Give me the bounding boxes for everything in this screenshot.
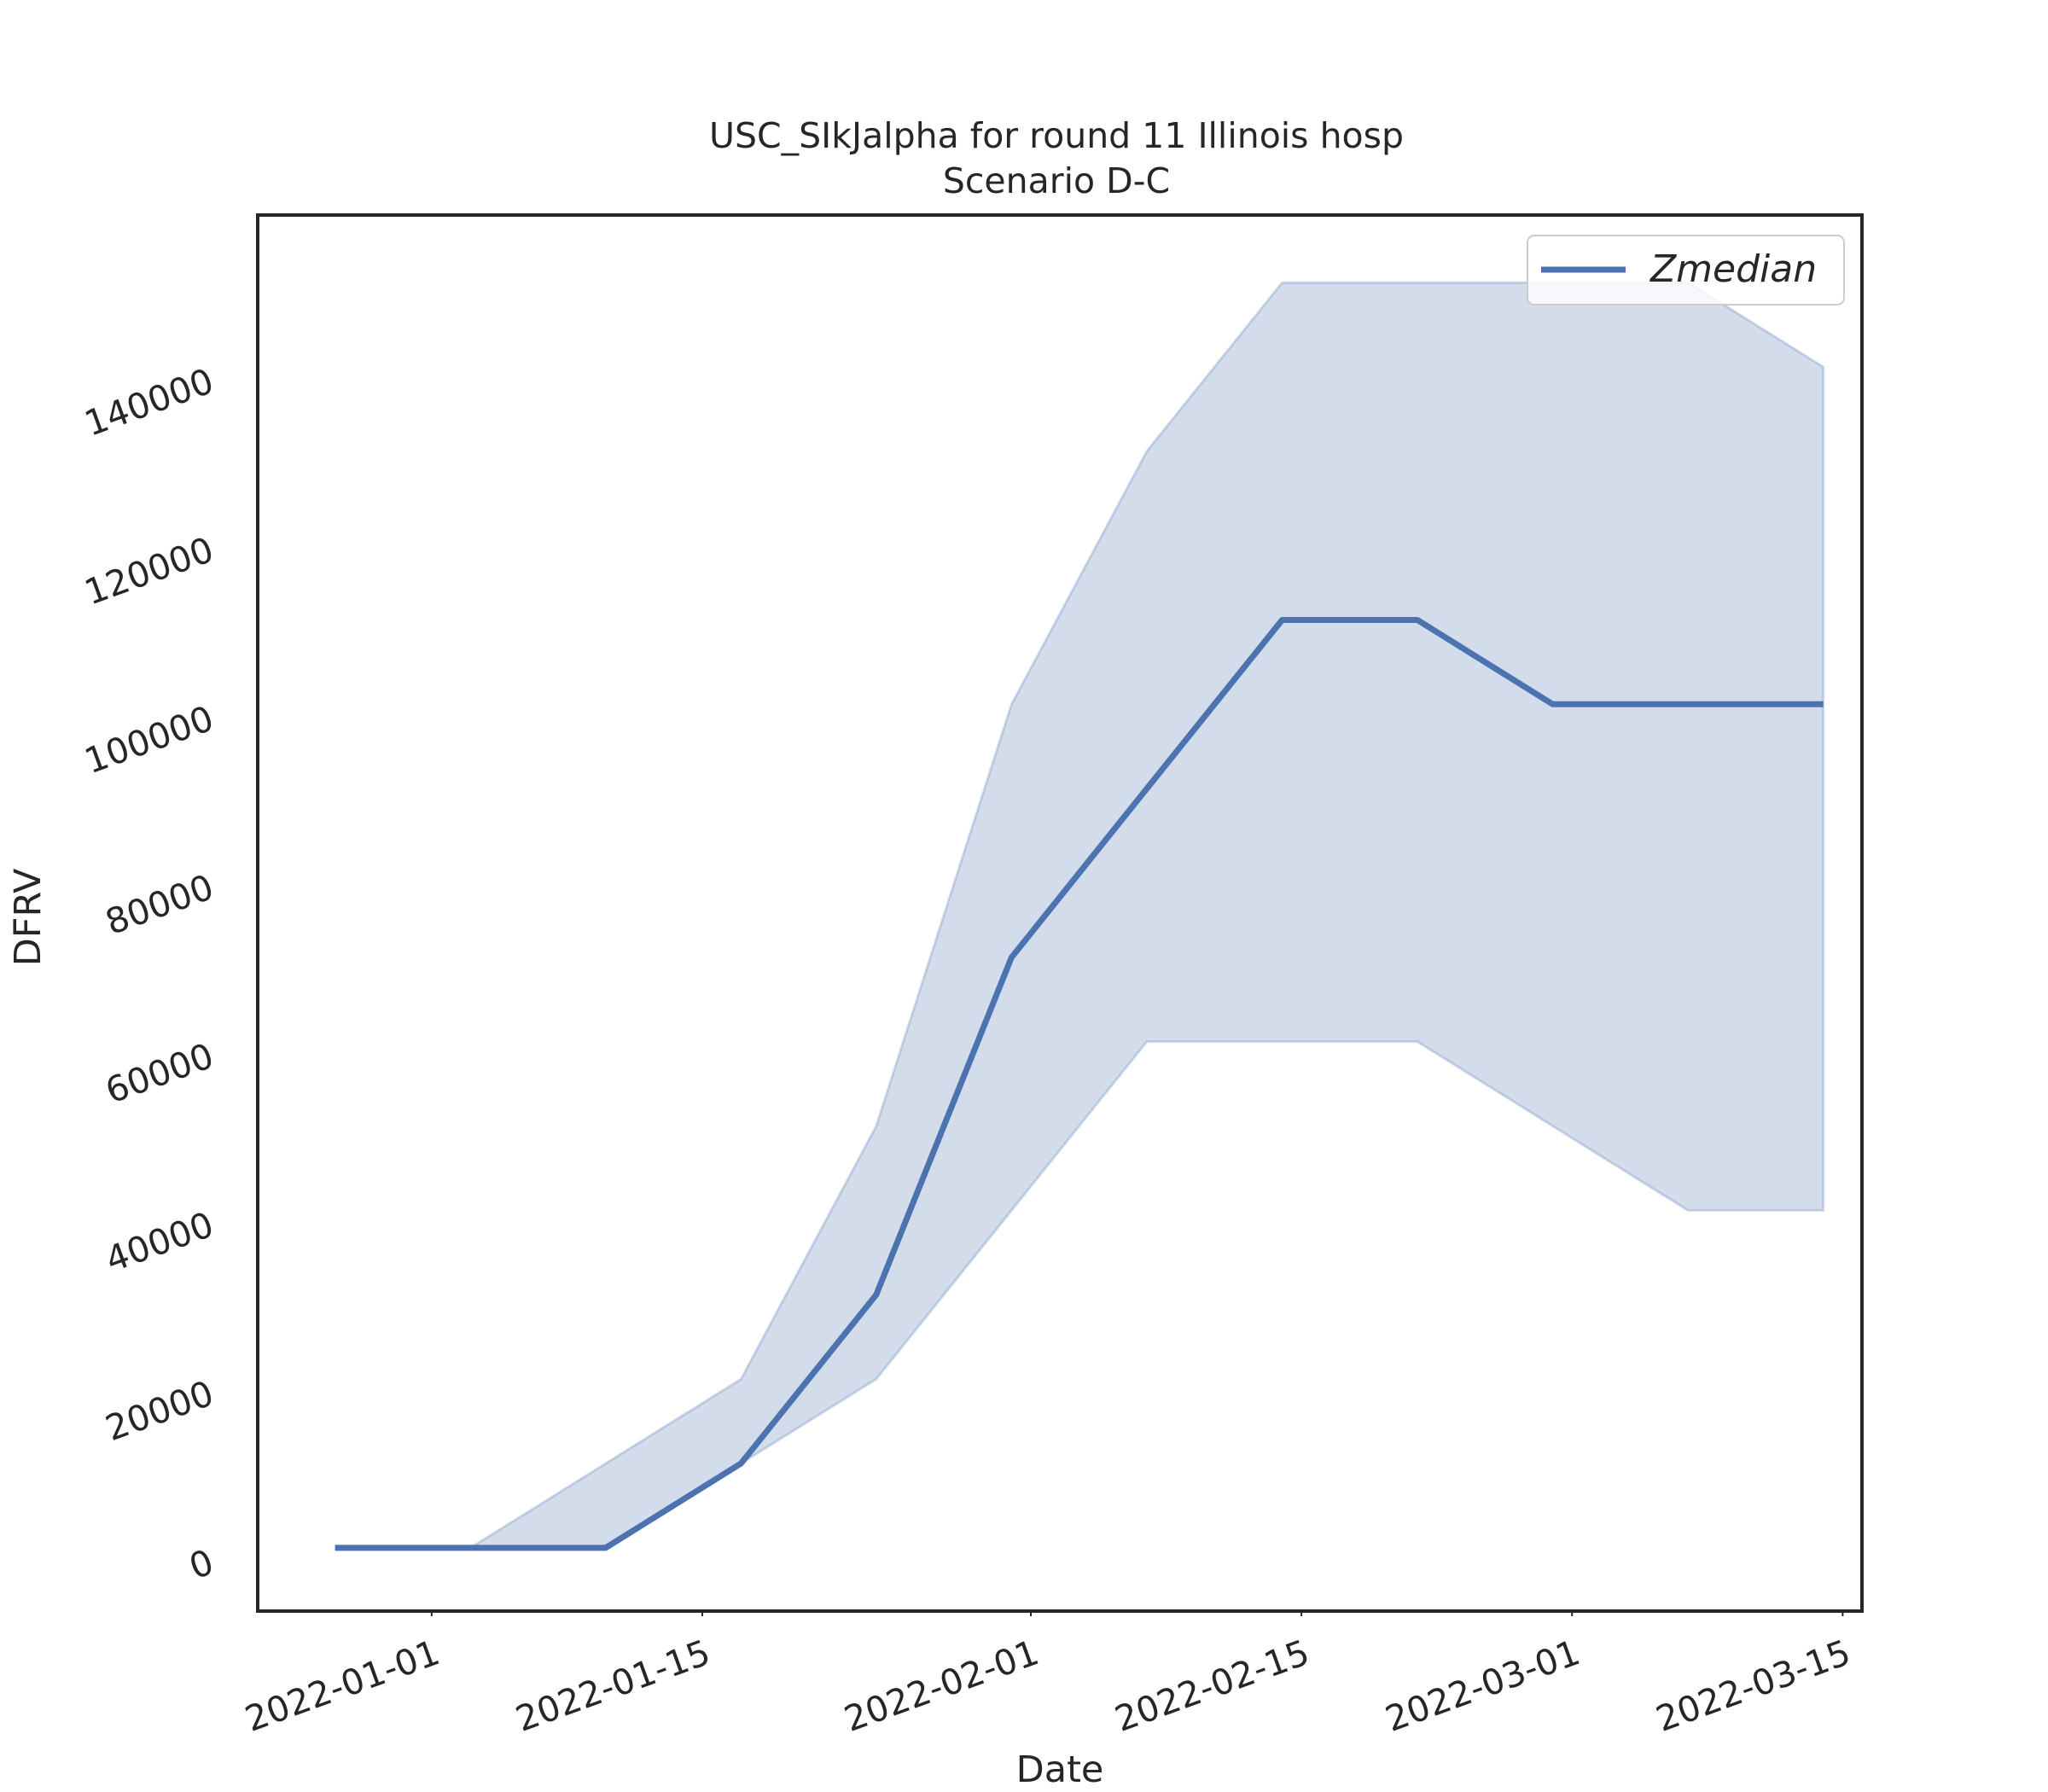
- y-tick-label: 100000: [79, 698, 218, 783]
- x-tick-label: 2022-02-01: [839, 1632, 1044, 1740]
- legend: Zmedian: [1527, 235, 1845, 305]
- x-tick-label: 2022-01-01: [240, 1632, 445, 1740]
- chart-subtitle: Scenario D-C: [943, 160, 1170, 201]
- x-tick-label: 2022-03-01: [1380, 1632, 1585, 1740]
- y-axis-ticks: 0 20000 40000 60000 80000 100000 120000 140000: [79, 360, 218, 1587]
- legend-box: [1527, 235, 1845, 305]
- y-tick-label: 140000: [79, 360, 218, 445]
- y-tick-label: 0: [183, 1541, 218, 1587]
- series-line-zmedian: [335, 617, 1824, 1551]
- x-tick-label: 2022-02-15: [1109, 1632, 1314, 1740]
- x-axis-ticks: 2022-01-01 2022-01-15 2022-02-01 2022-02-15…: [240, 1611, 1856, 1740]
- y-tick-label: 80000: [100, 866, 218, 943]
- y-tick-label: 60000: [100, 1035, 218, 1112]
- legend-label-zmedian: Zmedian: [1649, 247, 1817, 291]
- y-axis-label: DFRV: [7, 868, 49, 966]
- x-tick-label: 2022-01-15: [510, 1632, 715, 1740]
- chart-title: USC_SIkJalpha for round 11 Illinois hosp: [709, 115, 1404, 156]
- y-tick-label: 20000: [100, 1372, 218, 1449]
- y-tick-label: 40000: [100, 1204, 218, 1281]
- confidence-band: [335, 281, 1825, 1550]
- plot-area: [335, 281, 1825, 1551]
- x-tick-label: 2022-03-15: [1650, 1632, 1855, 1740]
- y-tick-label: 120000: [79, 529, 218, 614]
- plot-frame: [256, 213, 1864, 1613]
- x-axis-label: Date: [1016, 1748, 1104, 1791]
